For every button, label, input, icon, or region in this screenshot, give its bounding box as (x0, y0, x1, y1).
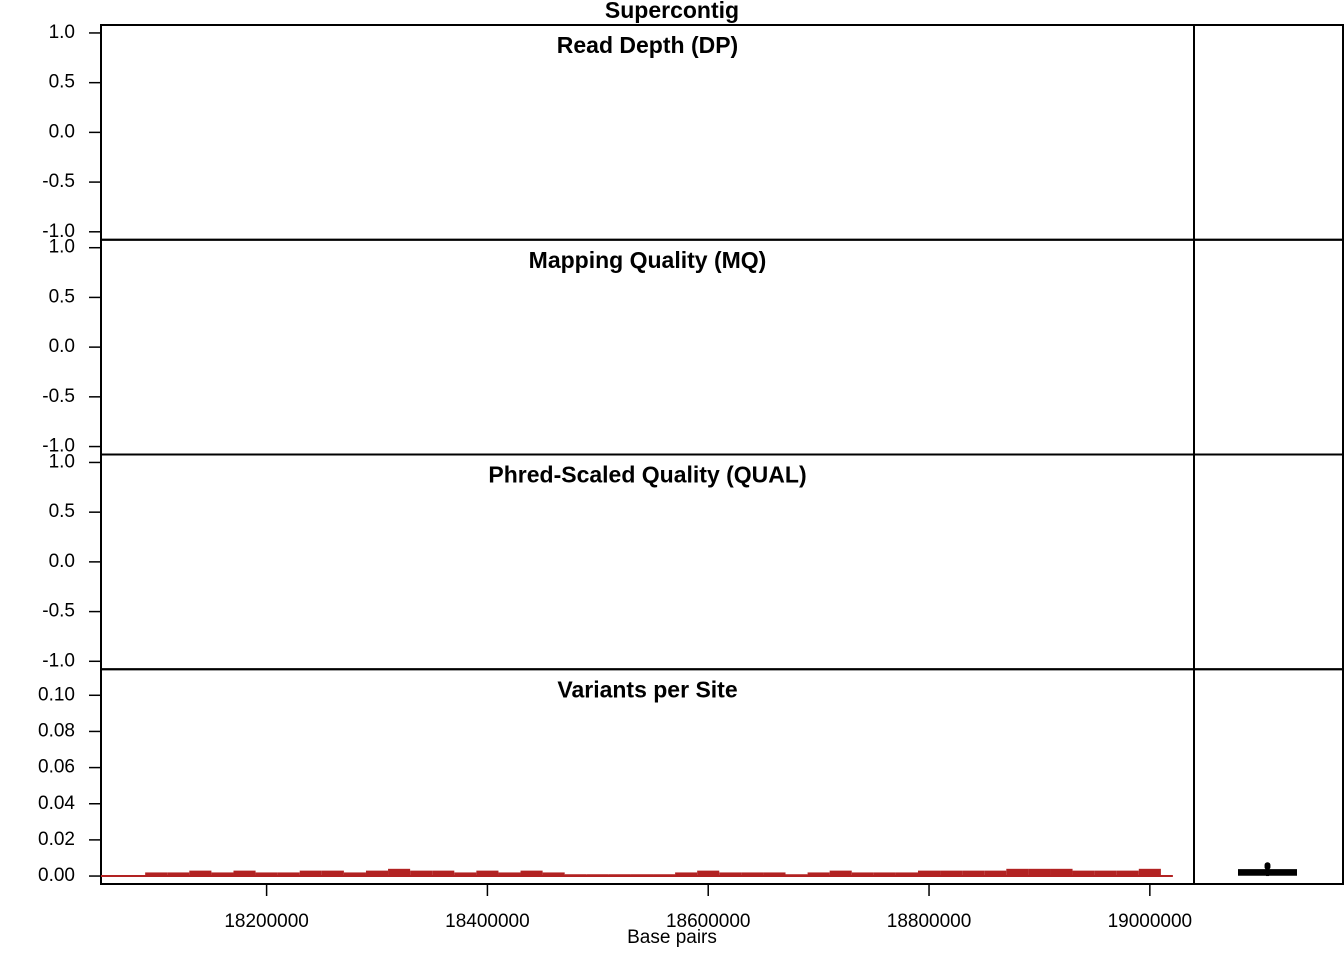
bar (675, 872, 698, 877)
bar (940, 870, 963, 877)
bar (211, 872, 234, 877)
y-tick-label: 1.0 (49, 237, 75, 258)
x-axis-label: Base pairs (627, 927, 717, 948)
bar (1094, 870, 1117, 877)
bar (719, 872, 742, 877)
bar (476, 870, 499, 877)
bar (586, 874, 609, 877)
x-tick-label: 18600000 (666, 911, 751, 932)
bar (145, 872, 168, 877)
bar (277, 872, 300, 877)
bar (255, 872, 278, 877)
bar (917, 870, 941, 877)
bar (343, 872, 366, 877)
panel-frame (100, 668, 1344, 885)
x-tick-label: 18200000 (224, 911, 309, 932)
bar (763, 872, 786, 877)
y-tick-label: 0.06 (38, 757, 75, 778)
bar (697, 870, 720, 877)
y-tick-label: 0.5 (49, 501, 75, 522)
x-tick-label: 18400000 (445, 911, 530, 932)
panel-title: Mapping Quality (MQ) (529, 247, 767, 273)
y-tick-label: -1.0 (42, 221, 75, 242)
y-tick-label: 1.0 (49, 22, 75, 43)
bar (1116, 870, 1139, 877)
x-tick-label: 19000000 (1108, 911, 1193, 932)
bar (321, 870, 344, 877)
bar (1028, 868, 1051, 877)
bar (630, 874, 654, 877)
y-tick-label: -0.5 (42, 386, 75, 407)
bar (410, 870, 433, 877)
bar (564, 874, 587, 877)
y-tick-label: 0.10 (38, 684, 75, 705)
bar (984, 870, 1007, 877)
bar (233, 870, 256, 877)
outlier (1264, 862, 1271, 869)
x-tick-label: 18800000 (887, 911, 972, 932)
bar (962, 870, 985, 877)
y-tick-label: -0.5 (42, 171, 75, 192)
y-tick-label: 0.0 (49, 551, 75, 572)
bar (741, 872, 764, 877)
y-tick-label: 0.0 (49, 336, 75, 357)
bar (807, 872, 830, 877)
bar (189, 870, 212, 877)
y-tick-label: 0.0 (49, 121, 75, 142)
bar (432, 870, 455, 877)
bar (454, 872, 477, 877)
bar (365, 870, 389, 877)
bar (785, 874, 808, 877)
y-tick-label: 1.0 (49, 451, 75, 472)
bar (1072, 870, 1095, 877)
y-tick-label: -1.0 (42, 650, 75, 671)
y-tick-label: -0.5 (42, 601, 75, 622)
bar (653, 874, 676, 877)
y-tick-label: 0.5 (49, 72, 75, 93)
bar (520, 870, 543, 877)
bar (851, 872, 874, 877)
bar (167, 872, 190, 877)
y-tick-label: 0.02 (38, 829, 75, 850)
bar (542, 872, 565, 877)
bar (1138, 868, 1161, 877)
panel-title: Read Depth (DP) (557, 32, 738, 58)
bar (873, 872, 896, 877)
bar (1006, 868, 1029, 877)
bar (299, 870, 322, 877)
bar (388, 868, 411, 877)
y-tick-label: 0.04 (38, 793, 75, 814)
figure-title: Supercontig (605, 0, 739, 23)
y-tick-label: 0.5 (49, 286, 75, 307)
bar (1050, 868, 1073, 877)
bar (608, 874, 631, 877)
y-tick-label: 0.08 (38, 720, 75, 741)
bar (498, 872, 521, 877)
panel-title: Phred-Scaled Quality (QUAL) (488, 462, 806, 488)
y-tick-label: 0.00 (38, 865, 75, 886)
bar (895, 872, 918, 877)
bar (829, 870, 852, 877)
panel-title: Variants per Site (557, 676, 737, 702)
y-tick-label: -1.0 (42, 436, 75, 457)
